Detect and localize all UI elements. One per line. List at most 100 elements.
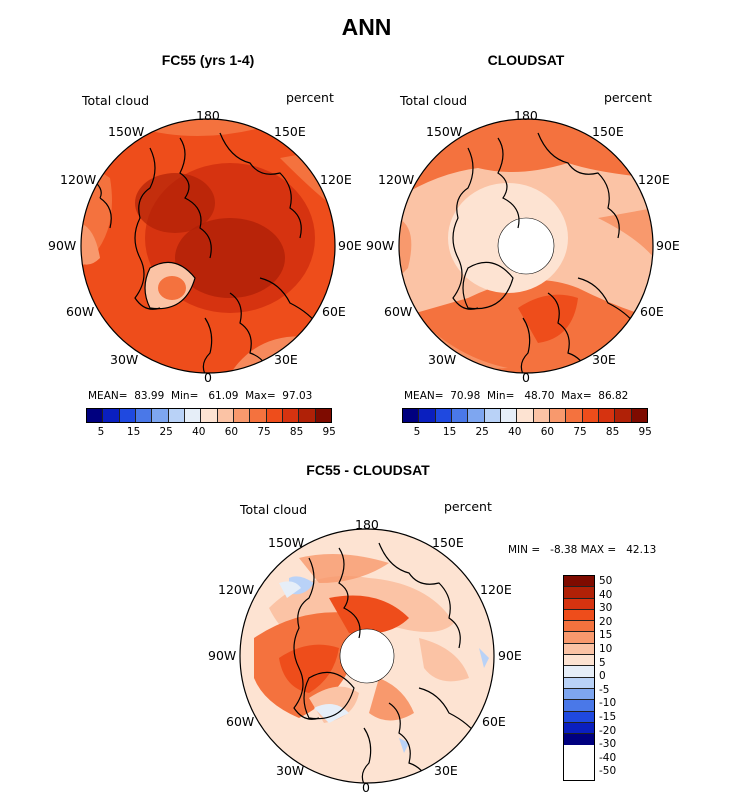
colorbar-tick-label: 60 [224, 426, 239, 438]
colorbar-swatch [598, 409, 616, 422]
colorbar-tick-label: -5 [599, 683, 610, 696]
colorbar-tick-label: 50 [599, 575, 613, 587]
lon-label-60w-obs: 60W [384, 304, 413, 319]
lon-label-30w: 30W [110, 352, 139, 367]
colorbar-swatch [631, 409, 647, 422]
colorbar-swatch [451, 409, 469, 422]
colorbar-tick-label: -40 [599, 751, 617, 764]
lon-label-150w-diff: 150W [268, 535, 305, 550]
polar-map-diff [239, 528, 495, 784]
colorbar-tick-label: 5 [97, 426, 105, 438]
colorbar-swatch [184, 409, 202, 422]
lon-label-90e-obs: 90E [656, 238, 680, 253]
colorbar-tick-label: 0 [599, 670, 606, 683]
colorbar-tick-label: 75 [257, 426, 271, 438]
lon-label-60e-obs: 60E [640, 304, 664, 319]
lon-label-90e-diff: 90E [498, 648, 522, 663]
colorbar-swatch [299, 409, 316, 422]
units-label-diff: percent [444, 499, 492, 514]
colorbar-tick-label: 10 [599, 643, 613, 655]
variable-label-model: Total cloud [82, 93, 150, 108]
colorbar-swatch [564, 643, 594, 656]
colorbar-swatch [87, 409, 104, 422]
lon-label-30e-diff: 30E [434, 763, 458, 778]
stats-diff: MIN = -8.38 MAX = 42.13 [508, 544, 657, 556]
colorbar-swatch [564, 688, 594, 701]
colorbar-tick-label: 15 [599, 629, 613, 642]
stats-obs: MEAN= 70.98 Min= 48.70 Max= 86.82 [404, 390, 629, 402]
colorbar-swatch [233, 409, 251, 422]
lon-label-60e-diff: 60E [482, 714, 506, 729]
variable-label-obs: Total cloud [400, 93, 468, 108]
lon-label-90w-diff: 90W [208, 648, 237, 663]
lon-label-90w-obs: 90W [366, 238, 395, 253]
lon-label-120w-diff: 120W [218, 582, 255, 597]
colorbar-tick-label: 40 [599, 588, 613, 601]
lon-label-60e: 60E [322, 304, 346, 319]
colorbar-swatch [549, 409, 567, 422]
lon-label-90w: 90W [48, 238, 77, 253]
lon-label-120e-obs: 120E [638, 172, 670, 187]
colorbar-swatch [468, 409, 485, 422]
colorbar-tick-label: 40 [192, 426, 206, 438]
lon-label-180-obs: 180 [514, 108, 538, 123]
colorbar-swatch [564, 722, 594, 735]
colorbar-tick-label: 15 [126, 426, 141, 438]
lon-label-120e: 120E [320, 172, 352, 187]
colorbar-swatch [403, 409, 420, 422]
colorbar-swatch [564, 621, 594, 633]
lon-label-180: 180 [196, 108, 220, 123]
colorbar-tick-label: 75 [573, 426, 587, 438]
colorbar-tick-label: 15 [442, 426, 457, 438]
colorbar-swatch [564, 666, 594, 678]
lon-label-150w-obs: 150W [426, 124, 463, 139]
colorbar-swatch [517, 409, 534, 422]
lon-label-30w-diff: 30W [276, 763, 305, 778]
colorbar-tick-label: -15 [599, 711, 617, 723]
lon-label-120w-obs: 120W [378, 172, 415, 187]
colorbar-tick-label: 25 [159, 426, 173, 438]
panel-title-obs: CLOUDSAT [487, 52, 565, 68]
units-label-model: percent [286, 90, 334, 105]
lon-label-60w: 60W [66, 304, 95, 319]
lon-label-150w: 150W [108, 124, 145, 139]
colorbar-tick-label: 85 [289, 426, 304, 438]
colorbar-swatch [566, 409, 583, 422]
colorbar-tick-label: 5 [599, 656, 606, 669]
colorbar-tick-label: 20 [599, 615, 613, 628]
colorbar-swatch [484, 409, 501, 422]
colorbar-tick-label: 95 [322, 426, 336, 438]
colorbar-swatch [564, 655, 594, 667]
colorbar-swatch [201, 409, 218, 422]
variable-label-diff: Total cloud [240, 502, 308, 517]
lon-label-0-diff: 0 [362, 780, 370, 795]
colorbar-tick-label: -30 [599, 738, 617, 751]
lon-label-120e-diff: 120E [480, 582, 512, 597]
lon-label-30w-obs: 30W [428, 352, 457, 367]
colorbar-tick-label: -20 [599, 724, 617, 737]
colorbar-tick-label: 5 [413, 426, 421, 438]
colorbar-labels-diff: 50 40 30 20 15 10 5 0 -5 -10 -15 -20 -30 -40 -50 [599, 575, 639, 779]
colorbar-swatch [152, 409, 169, 422]
lon-label-60w-diff: 60W [226, 714, 255, 729]
colorbar-swatch [564, 598, 594, 610]
colorbar-diff [563, 575, 595, 781]
colorbar-swatch [564, 576, 594, 588]
colorbar-tick-label: 40 [508, 426, 522, 438]
colorbar-swatch [217, 409, 234, 422]
colorbar-tick-label: 85 [605, 426, 620, 438]
lon-label-180-diff: 180 [355, 517, 379, 532]
colorbar-swatch [266, 409, 283, 422]
lon-label-90e: 90E [338, 238, 362, 253]
colorbar-obs [402, 408, 648, 423]
colorbar-tick-label: 30 [599, 602, 613, 615]
colorbar-tick-label: -10 [599, 697, 617, 710]
lon-label-150e-diff: 150E [432, 535, 464, 550]
colorbar-tick-label: 25 [475, 426, 489, 438]
colorbar-swatch [419, 409, 436, 422]
colorbar-tick-label: 60 [540, 426, 555, 438]
colorbar-swatch [168, 409, 185, 422]
colorbar-swatch [564, 632, 594, 644]
colorbar-tick-label: 95 [638, 426, 652, 438]
lon-label-150e: 150E [274, 124, 306, 139]
